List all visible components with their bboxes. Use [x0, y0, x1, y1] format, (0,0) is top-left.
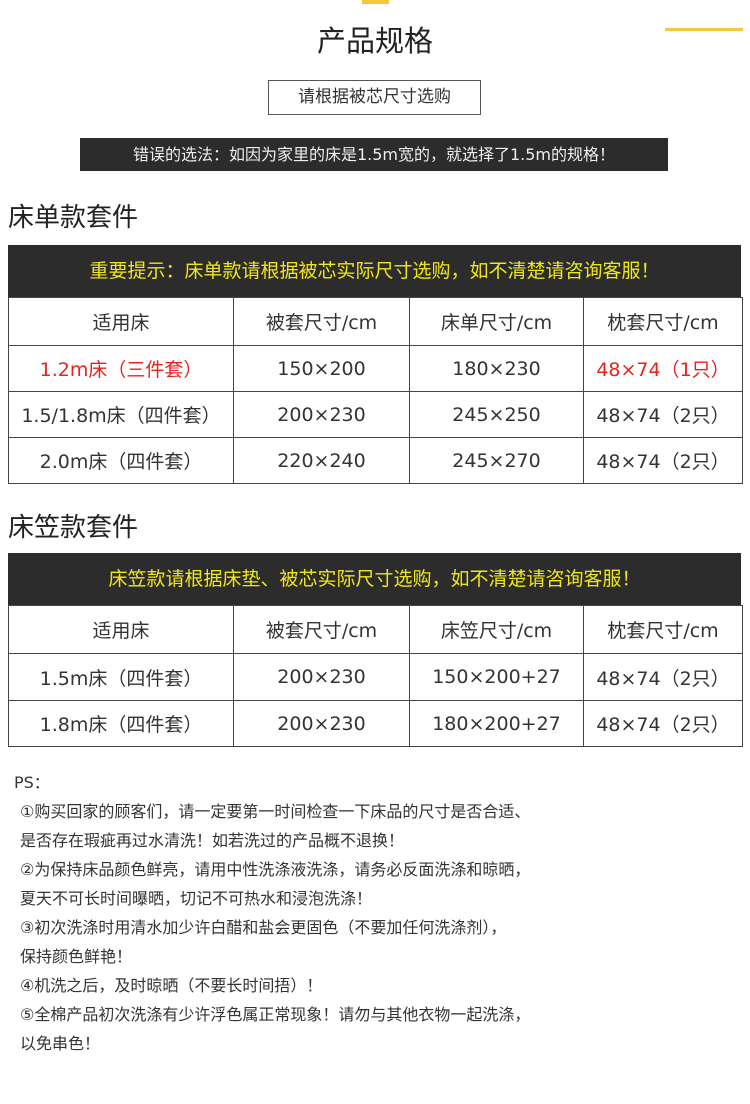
page-title: 产品规格	[316, 24, 433, 58]
fitted-set-title: 床笠款套件	[8, 513, 139, 543]
header-cell: 枕套尺寸/cm	[583, 605, 743, 654]
table-row: 2.0m床（四件套） 220×240 245×270 48×74（2只）	[8, 437, 743, 484]
ps-line: ③初次洗涤时用清水加少许白醋和盐会更固色（不要加任何洗涤剂），	[20, 918, 507, 937]
ps-line: ④机洗之后，及时晾晒（不要长时间捂）！	[20, 976, 323, 995]
cell: 200×230	[233, 653, 410, 701]
sheet-set-notice: 重要提示：床单款请根据被芯实际尺寸选购，如不清楚请咨询客服！	[8, 245, 741, 297]
table-row: 1.8m床（四件套） 200×230 180×200+27 48×74（2只）	[8, 700, 743, 747]
fitted-set-notice: 床笠款请根据床垫、被芯实际尺寸选购，如不清楚请咨询客服！	[8, 553, 741, 605]
sheet-set-table: 适用床 被套尺寸/cm 床单尺寸/cm 枕套尺寸/cm 1.2m床（三件套） 1…	[8, 297, 743, 484]
ps-line: ②为保持床品颜色鲜亮，请用中性洗涤液洗涤，请务必反面洗涤和晾晒，	[20, 860, 531, 879]
header-cell: 被套尺寸/cm	[233, 297, 410, 346]
ps-line: ①购买回家的顾客们，请一定要第一时间检查一下床品的尺寸是否合适、	[20, 802, 531, 821]
header-cell: 适用床	[8, 605, 234, 654]
cell: 48×74（2只）	[583, 391, 743, 438]
ps-line: 是否存在瑕疵再过水清洗！如若洗过的产品概不退换！	[20, 831, 405, 850]
cell: 180×200+27	[409, 700, 584, 747]
table-header-row: 适用床 被套尺寸/cm 床单尺寸/cm 枕套尺寸/cm	[8, 297, 743, 346]
cell: 200×230	[233, 700, 410, 747]
accent-line-top	[362, 0, 389, 4]
header-cell: 被套尺寸/cm	[233, 605, 410, 654]
cell: 220×240	[233, 437, 410, 484]
cell: 1.2m床（三件套）	[8, 345, 234, 392]
table-row: 1.2m床（三件套） 150×200 180×230 48×74（1只）	[8, 345, 743, 392]
ps-line: 夏天不可长时间曝晒，切记不可热水和浸泡洗涤！	[20, 889, 373, 908]
sheet-set-title: 床单款套件	[8, 203, 139, 233]
cell: 245×270	[409, 437, 584, 484]
cell: 1.5m床（四件套）	[8, 653, 234, 701]
header-cell: 床笠尺寸/cm	[409, 605, 584, 654]
cell: 2.0m床（四件套）	[8, 437, 234, 484]
header-cell: 适用床	[8, 297, 234, 346]
ps-notes: PS： ①购买回家的顾客们，请一定要第一时间检查一下床品的尺寸是否合适、 是否存…	[14, 768, 530, 1058]
header-cell: 枕套尺寸/cm	[583, 297, 743, 346]
cell: 48×74（1只）	[583, 345, 743, 392]
wrong-choice-banner: 错误的选法：如因为家里的床是1.5m宽的，就选择了1.5m的规格！	[80, 138, 668, 171]
cell: 180×230	[409, 345, 584, 392]
cell: 1.8m床（四件套）	[8, 700, 234, 747]
table-row: 1.5/1.8m床（四件套） 200×230 245×250 48×74（2只）	[8, 391, 743, 438]
cell: 245×250	[409, 391, 584, 438]
cell: 150×200	[233, 345, 410, 392]
selection-hint-box: 请根据被芯尺寸选购	[268, 80, 481, 115]
cell: 150×200+27	[409, 653, 584, 701]
cell: 1.5/1.8m床（四件套）	[8, 391, 234, 438]
cell: 48×74（2只）	[583, 437, 743, 484]
cell: 48×74（2只）	[583, 653, 743, 701]
table-row: 1.5m床（四件套） 200×230 150×200+27 48×74（2只）	[8, 653, 743, 701]
ps-label: PS：	[14, 773, 50, 792]
ps-line: ⑤全棉产品初次洗涤有少许浮色属正常现象！请勿与其他衣物一起洗涤，	[20, 1005, 531, 1024]
cell: 200×230	[233, 391, 410, 438]
cell: 48×74（2只）	[583, 700, 743, 747]
ps-line: 保持颜色鲜艳！	[20, 947, 133, 966]
header-cell: 床单尺寸/cm	[409, 297, 584, 346]
fitted-set-table: 适用床 被套尺寸/cm 床笠尺寸/cm 枕套尺寸/cm 1.5m床（四件套） 2…	[8, 605, 743, 747]
accent-line-right	[665, 28, 743, 31]
table-header-row: 适用床 被套尺寸/cm 床笠尺寸/cm 枕套尺寸/cm	[8, 605, 743, 654]
ps-line: 以免串色！	[20, 1034, 101, 1053]
